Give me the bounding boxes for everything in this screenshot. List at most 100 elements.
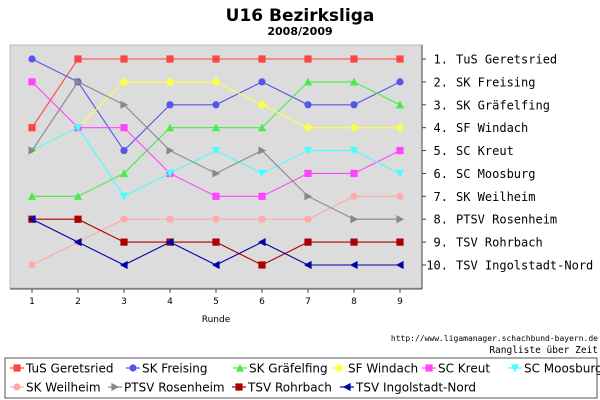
axes: 1 2 3 4 5 6 7 8 9 [10, 288, 422, 307]
legend-marker [13, 383, 21, 391]
data-point [212, 192, 220, 200]
legend-item: SK Gräfelfing [233, 362, 328, 376]
data-point [304, 169, 312, 178]
data-point [120, 238, 128, 246]
data-point [212, 55, 220, 63]
chart-title: U16 Bezirksliga [226, 6, 375, 26]
x-tick-label: 4 [167, 297, 173, 307]
series-sk-freising [28, 55, 404, 155]
data-point [211, 77, 221, 87]
data-point [304, 192, 313, 201]
legend-marker [342, 382, 351, 392]
rank-label: 4. SF Windach [434, 121, 529, 135]
series-sk-gr-felfing [27, 77, 405, 200]
legend-marker [235, 383, 243, 391]
data-point [120, 100, 129, 109]
data-point [212, 238, 220, 246]
data-point [28, 55, 36, 63]
legend-item: SC Kreut [422, 362, 490, 376]
rank-team: SF Windach [456, 121, 528, 135]
data-point [165, 238, 174, 247]
data-point [396, 146, 404, 155]
rank-number: 8. [434, 213, 448, 227]
data-point [303, 146, 313, 155]
rank-label: 10. TSV Ingolstadt-Nord [426, 259, 593, 273]
legend-label: SF Windach [348, 362, 418, 376]
data-point [27, 192, 37, 200]
legend-item: SC Moosburg [508, 362, 600, 376]
data-point [257, 169, 267, 178]
legend-label: TuS Geretsried [25, 362, 114, 376]
rank-label: 9. TSV Rohrbach [434, 236, 543, 250]
rank-team: SK Weilheim [456, 190, 535, 204]
rank-number: 10. [426, 259, 448, 273]
data-point [27, 215, 36, 224]
chart-subtitle: 2008/2009 [267, 25, 332, 38]
data-point [211, 260, 220, 270]
data-point [395, 123, 405, 133]
data-point [350, 55, 358, 63]
rank-label: 7. SK Weilheim [434, 190, 536, 204]
data-point [73, 124, 83, 132]
chart-caption: Rangliste über Zeit [489, 345, 598, 356]
legend-marker [13, 364, 21, 372]
data-point [350, 192, 358, 200]
x-tick-label: 5 [213, 297, 219, 307]
legend-label: TSV Rohrbach [247, 381, 332, 395]
data-point [304, 101, 312, 109]
data-point [258, 215, 266, 223]
data-point [304, 215, 312, 223]
x-tick-label: 7 [305, 297, 311, 307]
rank-team: SK Gräfelfing [456, 98, 550, 112]
legend-item: TSV Rohrbach [232, 381, 332, 395]
data-point [120, 124, 128, 132]
data-point [120, 215, 128, 223]
data-point [303, 260, 312, 270]
data-point [212, 215, 220, 223]
data-point [396, 55, 404, 63]
data-point [74, 77, 83, 86]
legend-marker [510, 364, 520, 373]
data-point [166, 101, 174, 109]
data-point [304, 55, 312, 63]
series-tus-geretsried [28, 55, 404, 132]
rank-axis: 1. TuS Geretsried 2. SK Freising 3. SK Gräfel… [421, 45, 593, 289]
series-layer [27, 55, 405, 270]
rank-label: 3. SK Gräfelfing [434, 98, 550, 112]
legend-label: SC Moosburg [524, 362, 600, 376]
rank-team: SK Freising [456, 75, 535, 89]
x-tick-label: 1 [29, 297, 35, 307]
rank-label: 2. SK Freising [434, 75, 536, 89]
data-point [349, 146, 359, 155]
data-point [73, 238, 82, 247]
data-point [350, 169, 358, 178]
data-point [211, 146, 221, 155]
data-point [119, 192, 129, 201]
data-point [395, 169, 405, 178]
data-point [258, 146, 267, 155]
data-point [119, 260, 128, 270]
data-point [349, 123, 359, 133]
data-point [258, 55, 266, 63]
data-point [166, 146, 175, 155]
legend-marker [235, 363, 245, 372]
data-point [304, 238, 312, 246]
legend-item: PTSV Rosenheim [108, 381, 225, 395]
data-point [303, 123, 313, 133]
data-point [396, 78, 404, 86]
legend-label: PTSV Rosenheim [124, 381, 225, 395]
legend-item: TSV Ingolstadt-Nord [340, 381, 476, 395]
data-point [349, 260, 358, 270]
x-tick-label: 2 [75, 297, 81, 307]
data-point [165, 169, 175, 178]
data-point [166, 215, 174, 223]
data-point [28, 124, 36, 132]
data-point [74, 55, 82, 63]
data-point [165, 77, 175, 87]
rank-number: 2. [434, 75, 448, 89]
rank-label: 8. PTSV Rosenheim [434, 213, 558, 227]
source-url: http://www.ligamanager.schachbund-bayern… [391, 334, 598, 343]
legend-label: SK Freising [142, 362, 208, 376]
legend-label: SK Weilheim [26, 381, 101, 395]
legend-item: SK Weilheim [10, 381, 101, 395]
